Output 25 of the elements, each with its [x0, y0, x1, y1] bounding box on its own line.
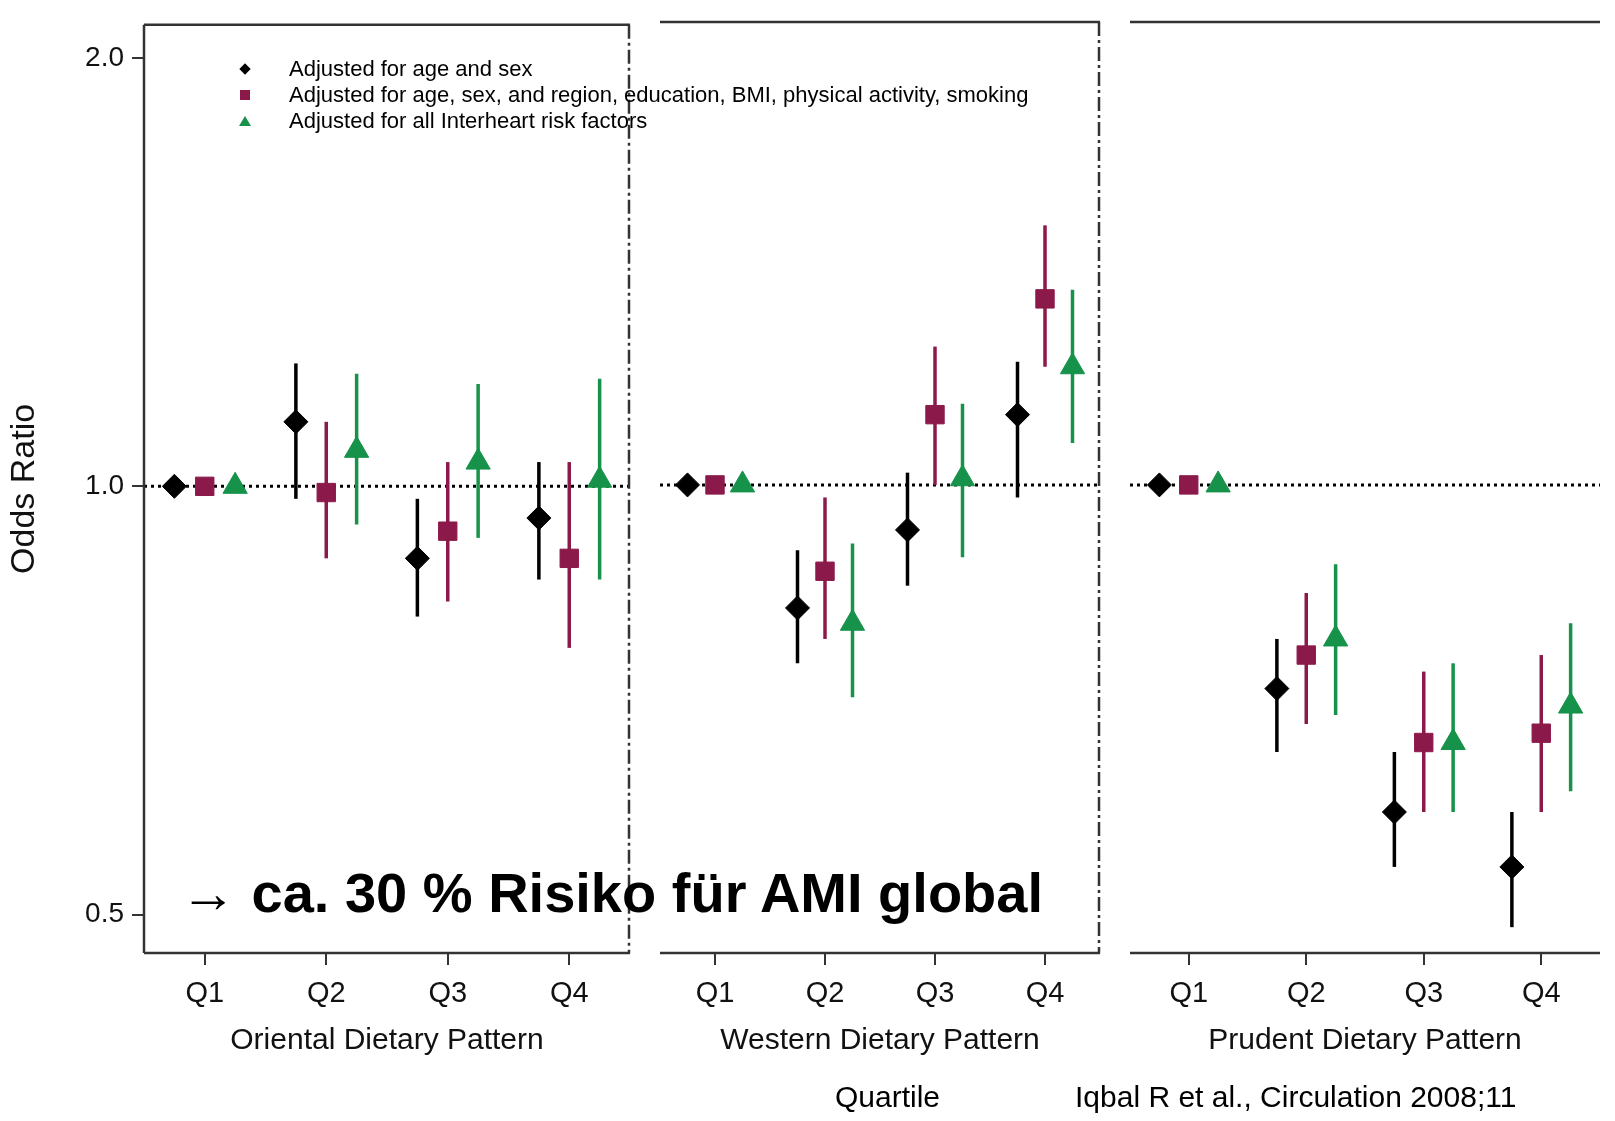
- x-axis-title: Oriental Dietary Pattern: [230, 1022, 544, 1056]
- x-tick-label: Q1: [1169, 976, 1209, 1009]
- x-axis-title: Western Dietary Pattern: [720, 1022, 1040, 1056]
- y-tick-label: 1.0: [85, 469, 124, 501]
- legend-label: Adjusted for age, sex, and region, education, BMI, physical activity, smoking: [289, 82, 1029, 108]
- x-tick-label: Q4: [549, 976, 589, 1009]
- x-tick-label: Q3: [915, 976, 955, 1009]
- y-tick-label: 2.0: [85, 40, 124, 72]
- x-tick-label: Q1: [185, 976, 225, 1009]
- x-tick-label: Q1: [695, 976, 735, 1009]
- y-axis-title: Odds Ratio: [2, 403, 41, 574]
- x-tick-label: Q2: [1286, 976, 1326, 1009]
- x-tick-label: Q4: [1025, 976, 1065, 1009]
- x-tick-label: Q2: [805, 976, 845, 1009]
- text: Iqbal R et al., Circulation 2008;11: [1075, 1080, 1517, 1114]
- annotation: → ca. 30 % Risiko für AMI global: [180, 860, 1043, 925]
- x-tick-label: Q3: [428, 976, 468, 1009]
- y-tick-label: 0.5: [85, 897, 124, 929]
- x-tick-label: Q4: [1521, 976, 1561, 1009]
- x-tick-label: Q2: [306, 976, 346, 1009]
- x-axis-title: Prudent Dietary Pattern: [1208, 1022, 1522, 1056]
- text: Quartile: [835, 1080, 941, 1114]
- legend-label: Adjusted for age and sex: [289, 56, 533, 82]
- legend-label: Adjusted for all Interheart risk factors: [289, 108, 648, 134]
- x-tick-label: Q3: [1404, 976, 1444, 1009]
